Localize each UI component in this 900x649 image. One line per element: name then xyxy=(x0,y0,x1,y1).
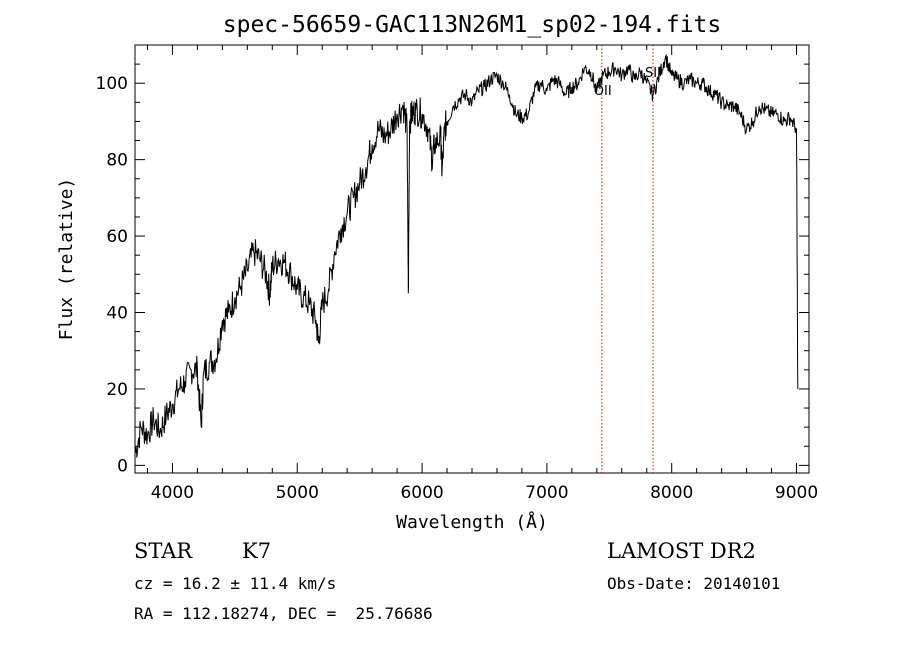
plot-frame xyxy=(134,44,810,474)
y-tick-labels: 0 20 40 60 80 100 xyxy=(96,74,128,476)
x-tick-label: 8000 xyxy=(650,483,693,503)
x-tick-label: 4000 xyxy=(151,483,194,503)
x-tick-label: 7000 xyxy=(525,483,568,503)
y-tick-label: 20 xyxy=(106,380,128,400)
x-axis-label: Wavelength (Å) xyxy=(396,511,548,533)
observation-date: Obs-Date: 20140101 xyxy=(607,574,781,593)
y-tick-label: 80 xyxy=(106,151,128,171)
object-class: STAR xyxy=(134,539,193,563)
axis-ticks xyxy=(135,45,809,473)
x-tick-label: 5000 xyxy=(276,483,319,503)
y-tick-label: 40 xyxy=(106,304,128,324)
chart-title: spec-56659-GAC113N26M1_sp02-194.fits xyxy=(223,12,722,38)
sky-coordinates: RA = 112.18274, DEC = 25.76686 xyxy=(134,604,433,623)
y-tick-label: 0 xyxy=(117,456,128,476)
series-line-flux xyxy=(134,53,799,458)
x-tick-label: 6000 xyxy=(400,483,443,503)
y-tick-label: 100 xyxy=(96,74,128,94)
y-axis-label: Flux (relative) xyxy=(56,178,77,341)
y-tick-label: 60 xyxy=(106,227,128,247)
redshift-velocity: cz = 16.2 ± 11.4 km/s xyxy=(134,574,337,593)
survey-name: LAMOST DR2 xyxy=(607,539,756,563)
x-tick-labels: 4000 5000 6000 7000 8000 9000 xyxy=(151,483,818,503)
x-tick-label: 9000 xyxy=(775,483,818,503)
object-subclass: K7 xyxy=(242,539,272,563)
